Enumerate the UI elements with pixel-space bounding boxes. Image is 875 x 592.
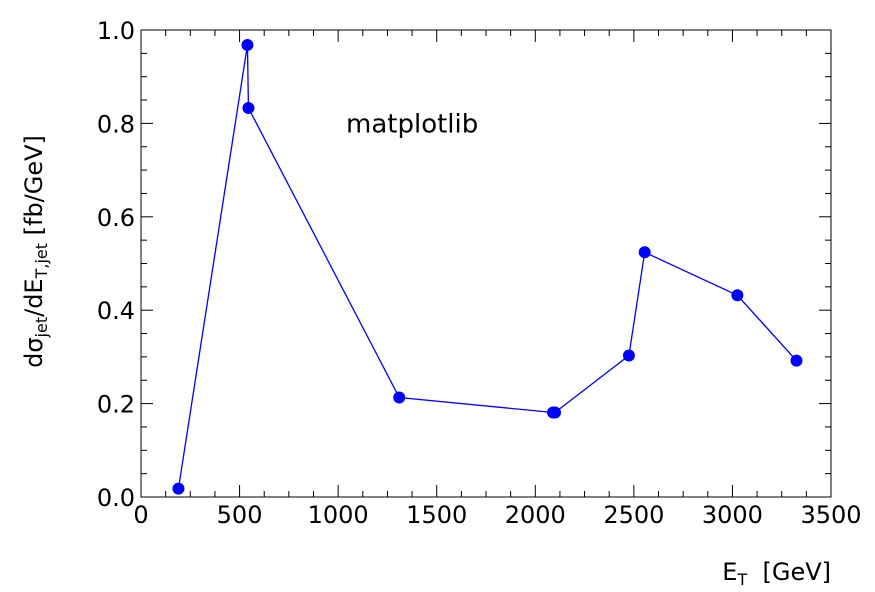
data-point: [622, 349, 635, 362]
x-tick-label: 2500: [603, 501, 664, 529]
data-point: [731, 289, 744, 302]
x-axis-label: ET [GeV]: [722, 558, 831, 589]
x-tick-label: 3000: [702, 501, 763, 529]
y-axis-label: dσjet/dET,jet [fb/GeV]: [20, 135, 51, 368]
data-point: [241, 38, 254, 51]
y-tick-label: 0.2: [97, 391, 135, 419]
y-tick-label: 0.6: [97, 204, 135, 232]
data-point: [638, 246, 651, 259]
y-label-s1: jet: [32, 317, 51, 339]
x-tick-label: 0: [133, 501, 148, 529]
y-label-p1: dσ: [20, 337, 48, 367]
y-tick-label: 0.8: [97, 110, 135, 138]
minor-ticks: [141, 30, 831, 497]
data-point: [790, 354, 803, 367]
x-tick-label: 2000: [505, 501, 566, 529]
data-point: [549, 406, 561, 419]
major-ticks: [140, 29, 832, 498]
x-tick-label: 3500: [800, 501, 861, 529]
data-point: [393, 391, 406, 404]
y-label-s2: T,jet: [32, 243, 51, 279]
y-label-p3: [fb/GeV]: [20, 135, 48, 243]
annotation: matplotlib: [346, 109, 478, 139]
y-tick-labels: 0.0 0.2 0.4 0.6 0.8 1.0: [97, 17, 135, 512]
series-line: [177, 44, 797, 489]
x-label-sub: T: [736, 570, 747, 589]
plot-frame: [140, 29, 832, 498]
x-label-rest: [GeV]: [747, 558, 831, 586]
x-tick-labels: 0 500 1000 1500 2000 2500 3000 3500: [133, 501, 861, 529]
x-tick-label: 1500: [406, 501, 467, 529]
y-tick-label: 1.0: [97, 17, 135, 45]
data-point: [172, 482, 185, 495]
x-tick-label: 1000: [308, 501, 369, 529]
y-tick-label: 0.4: [97, 297, 135, 325]
x-label-main: E: [722, 558, 737, 586]
series: [172, 38, 803, 495]
data-point: [242, 101, 255, 114]
x-tick-label: 500: [217, 501, 263, 529]
y-tick-label: 0.0: [97, 484, 135, 512]
y-label-p2: /dE: [20, 278, 48, 316]
